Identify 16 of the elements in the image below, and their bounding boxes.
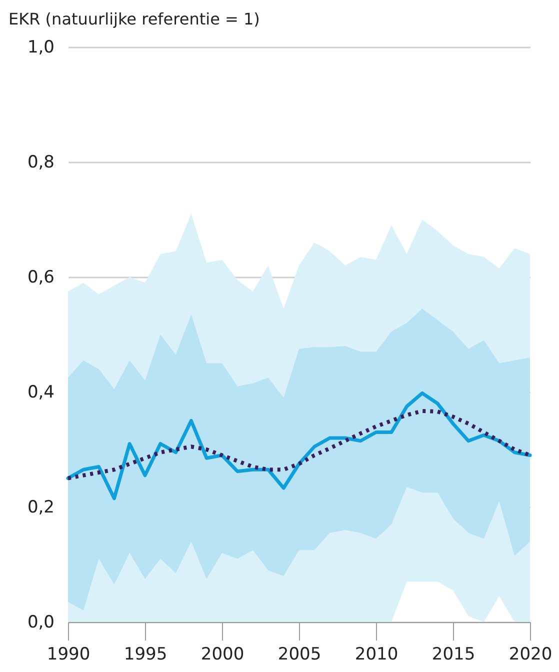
x-tick-label: 2010 [354,644,398,664]
y-tick-label: 0,8 [27,152,54,172]
x-tick-label: 2000 [200,644,244,664]
line-series [66,408,532,480]
x-tick-label: 1990 [46,644,90,664]
y-axis-title: EKR (natuurlijke referentie = 1) [8,10,260,28]
x-tick-label: 1995 [124,644,168,664]
y-tick-label: 0,6 [27,268,54,288]
y-tick-label: 0,2 [27,498,54,518]
y-tick-label: 1,0 [27,38,54,58]
x-tick-label: 2015 [432,644,476,664]
y-tick-label: 0,4 [27,382,54,402]
x-tick-label: 2020 [508,644,552,664]
line-series [66,391,532,500]
y-tick-label: 0,0 [27,612,54,632]
x-tick-label: 2005 [278,644,322,664]
